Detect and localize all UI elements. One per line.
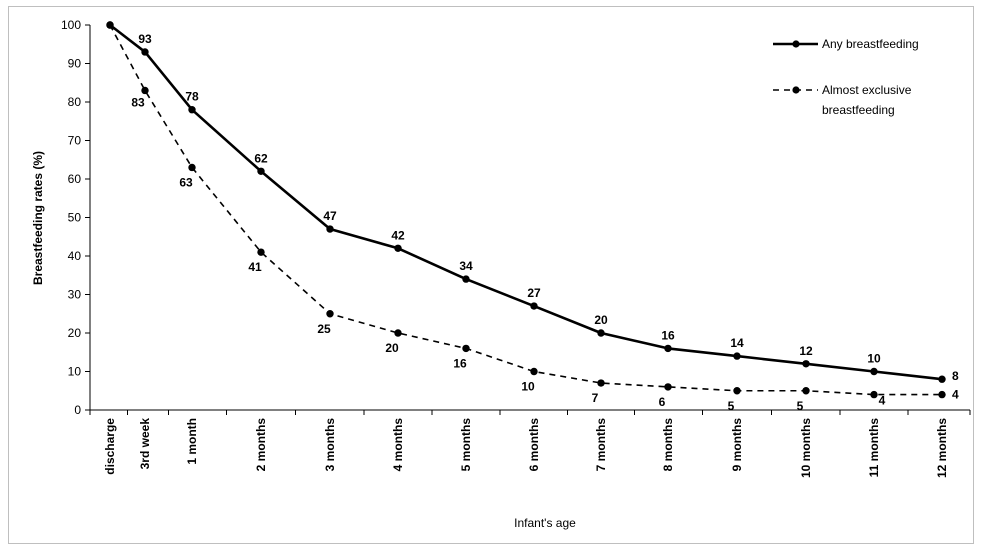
y-tick-label: 30: [68, 288, 82, 302]
point-exclusive: [462, 344, 470, 353]
x-axis-title: Infant's age: [514, 516, 576, 530]
y-tick-label: 0: [74, 403, 81, 417]
point-exclusive: [938, 390, 946, 399]
y-tick-label: 60: [68, 172, 82, 186]
point-any: [462, 275, 470, 283]
y-tick-label: 90: [68, 57, 82, 71]
data-label-exclusive: 83: [131, 95, 145, 109]
data-points: [106, 21, 946, 399]
y-tick-label: 80: [68, 95, 82, 109]
point-exclusive: [664, 383, 672, 391]
data-label-exclusive: 20: [385, 341, 399, 355]
data-label-exclusive: 4: [952, 388, 959, 402]
y-axis-title: Breastfeeding rates (%): [31, 151, 45, 285]
legend: Any breastfeeding Almost exclusive breas…: [773, 37, 919, 117]
data-label-exclusive: 25: [317, 322, 331, 336]
point-any: [326, 225, 334, 233]
y-tick-label: 100: [61, 18, 81, 32]
y-tick-label: 20: [68, 326, 82, 340]
data-label-exclusive: 63: [179, 175, 193, 189]
x-tick-labels: discharge 3rd week 1 month 2 months 3 months…: [103, 418, 949, 478]
point-any: [938, 375, 946, 383]
x-category-label: discharge: [103, 418, 117, 475]
x-category-label: 12 months: [935, 418, 949, 478]
point-exclusive: [394, 329, 402, 337]
legend-label-exclusive-line2: breastfeeding: [822, 103, 895, 117]
x-category-label: 9 months: [730, 418, 744, 472]
data-label-any: 14: [730, 336, 744, 350]
x-category-label: 3rd week: [138, 418, 152, 470]
point-exclusive: [870, 390, 878, 399]
data-label-exclusive: 41: [248, 260, 262, 274]
data-label-any: 47: [323, 209, 337, 223]
point-any: [257, 167, 265, 175]
data-label-exclusive: 10: [521, 380, 535, 394]
x-category-label: 5 months: [459, 418, 473, 472]
data-label-exclusive: 16: [453, 356, 467, 370]
y-tick-label: 10: [68, 365, 82, 379]
series-line-exclusive: [109, 24, 942, 396]
data-label-exclusive: 4: [879, 394, 886, 408]
data-label-any: 16: [661, 328, 675, 342]
series-lines: [109, 23, 943, 396]
y-tick-labels: 0 10 20 30 40 50 60 70 80 90 100: [61, 18, 81, 417]
point-exclusive: [802, 387, 810, 395]
legend-label-exclusive-line1: Almost exclusive: [822, 83, 912, 97]
data-label-any: 20: [594, 313, 608, 327]
chart-frame: [8, 6, 974, 544]
data-label-any: 34: [459, 259, 473, 273]
data-label-exclusive: 6: [659, 395, 666, 409]
point-any: [664, 344, 672, 353]
x-category-label: 4 months: [391, 418, 405, 472]
point-any: [597, 329, 605, 337]
data-label-any: 62: [254, 151, 268, 165]
data-label-any: 8: [952, 369, 959, 383]
data-labels: 93 78 62 47 42 34 27 20 16 14 12 10 8 83 63 41 25 20 16 10 7…: [131, 32, 959, 413]
y-tick-label: 40: [68, 249, 82, 263]
data-label-any: 42: [391, 228, 405, 242]
point-any: [530, 302, 538, 310]
point-any: [802, 360, 810, 368]
point-exclusive: [106, 21, 114, 29]
point-any: [733, 352, 741, 360]
point-exclusive: [141, 86, 149, 95]
x-category-label: 8 months: [661, 418, 675, 472]
data-label-any: 10: [867, 352, 881, 366]
data-label-exclusive: 5: [728, 399, 735, 413]
y-tick-label: 50: [68, 211, 82, 225]
data-label-any: 93: [138, 32, 152, 46]
point-exclusive: [530, 367, 538, 376]
data-label-any: 12: [799, 344, 813, 358]
point-exclusive: [257, 248, 265, 256]
legend-label-any: Any breastfeeding: [822, 37, 919, 51]
x-category-label: 10 months: [799, 418, 813, 478]
x-category-label: 7 months: [594, 418, 608, 472]
data-label-exclusive: 5: [797, 399, 804, 413]
series-line-any: [109, 23, 943, 381]
point-exclusive: [326, 310, 334, 318]
x-category-label: 6 months: [527, 418, 541, 472]
data-label-any: 27: [527, 286, 541, 300]
point-any: [394, 244, 402, 252]
point-exclusive: [188, 163, 196, 172]
legend-marker-any: [792, 40, 800, 48]
point-any: [870, 367, 878, 376]
x-category-label: 3 months: [323, 418, 337, 472]
point-any: [141, 48, 149, 56]
y-tick-label: 70: [68, 134, 82, 148]
x-category-label: 1 month: [185, 418, 199, 465]
data-label-exclusive: 7: [592, 391, 599, 405]
axes: [85, 24, 971, 415]
point-exclusive: [733, 387, 741, 395]
point-exclusive: [597, 379, 605, 387]
point-any: [188, 106, 196, 114]
x-category-label: 2 months: [254, 418, 268, 472]
data-label-any: 78: [185, 90, 199, 104]
legend-marker-exclusive: [792, 86, 800, 94]
x-category-label: 11 months: [867, 418, 881, 478]
